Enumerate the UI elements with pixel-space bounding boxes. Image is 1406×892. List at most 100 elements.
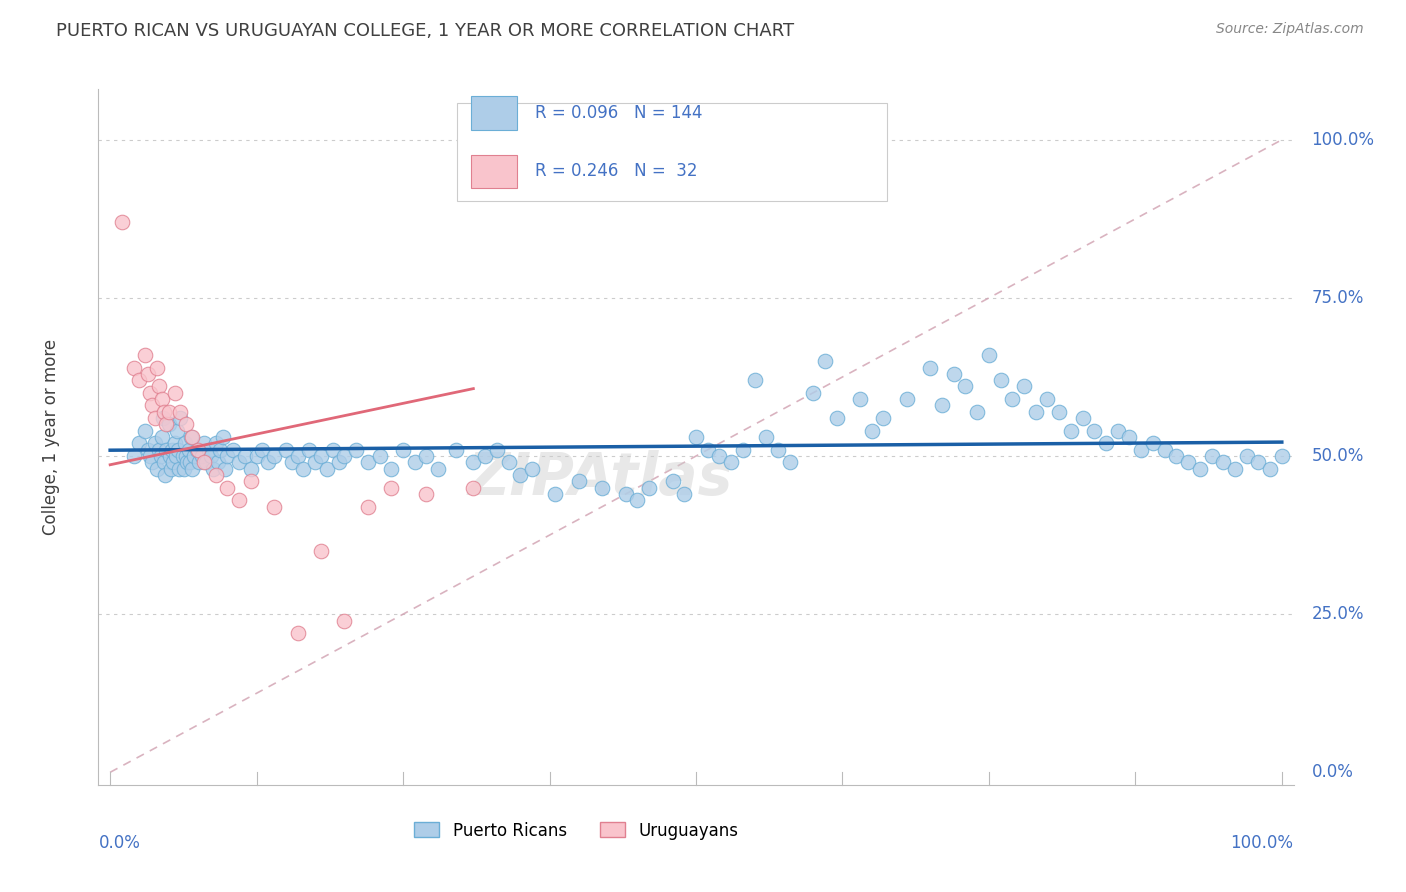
Point [222, 442, 245, 457]
Point [1271, 449, 1294, 463]
Point [292, 461, 315, 475]
Point [143, 411, 166, 425]
Point [174, 417, 197, 432]
Point [755, 430, 778, 444]
Point [1060, 424, 1083, 438]
Point [696, 442, 718, 457]
Point [190, 449, 212, 463]
Point [202, 461, 225, 475]
Point [166, 424, 188, 438]
Point [177, 442, 200, 457]
Point [825, 411, 848, 425]
Point [239, 475, 262, 489]
Point [1153, 442, 1175, 457]
Point [1258, 461, 1281, 475]
Point [246, 449, 269, 463]
Point [1177, 455, 1199, 469]
Text: R = 0.096   N = 144: R = 0.096 N = 144 [534, 103, 702, 122]
Point [150, 430, 173, 444]
Point [228, 493, 250, 508]
Point [1201, 449, 1223, 463]
Point [474, 449, 496, 463]
Point [1247, 455, 1270, 469]
Point [977, 348, 1000, 362]
Point [1071, 411, 1094, 425]
Point [155, 417, 177, 432]
Point [591, 481, 613, 495]
Point [920, 360, 942, 375]
Point [287, 449, 309, 463]
Point [1166, 449, 1188, 463]
Point [134, 424, 156, 438]
Point [801, 385, 824, 400]
Point [146, 461, 169, 475]
Point [1001, 392, 1024, 406]
Point [155, 442, 177, 457]
Point [128, 436, 150, 450]
Point [274, 442, 297, 457]
Point [520, 461, 543, 475]
Point [1107, 424, 1129, 438]
Point [509, 468, 531, 483]
Point [287, 626, 309, 640]
Point [211, 430, 233, 444]
Point [162, 455, 184, 469]
Point [139, 449, 162, 463]
Point [498, 455, 520, 469]
Point [638, 481, 661, 495]
Point [150, 392, 173, 406]
Point [134, 348, 156, 362]
Point [720, 455, 742, 469]
Point [1188, 461, 1211, 475]
Point [990, 373, 1012, 387]
Point [281, 455, 304, 469]
Point [1025, 405, 1047, 419]
Text: R = 0.246   N =  32: R = 0.246 N = 32 [534, 162, 697, 180]
Text: 25.0%: 25.0% [1312, 605, 1364, 624]
Point [744, 373, 766, 387]
Point [174, 449, 197, 463]
Point [139, 385, 162, 400]
Point [204, 436, 226, 450]
Point [860, 424, 883, 438]
Text: 100.0%: 100.0% [1230, 834, 1294, 852]
Point [1130, 442, 1153, 457]
Point [157, 405, 180, 419]
Point [173, 461, 195, 475]
Text: 0.0%: 0.0% [98, 834, 141, 852]
Point [309, 449, 332, 463]
Point [181, 461, 204, 475]
Point [955, 379, 977, 393]
Point [931, 399, 953, 413]
Point [357, 455, 380, 469]
Point [165, 449, 187, 463]
Text: 0.0%: 0.0% [1312, 764, 1354, 781]
Point [157, 417, 180, 432]
Point [155, 468, 177, 483]
Point [228, 455, 250, 469]
Point [298, 442, 321, 457]
Point [263, 449, 285, 463]
Point [344, 442, 367, 457]
Text: PUERTO RICAN VS URUGUAYAN COLLEGE, 1 YEAR OR MORE CORRELATION CHART: PUERTO RICAN VS URUGUAYAN COLLEGE, 1 YEA… [56, 22, 794, 40]
Point [544, 487, 567, 501]
Point [252, 442, 274, 457]
Point [193, 455, 215, 469]
Point [257, 455, 280, 469]
Point [731, 442, 754, 457]
Point [304, 455, 326, 469]
Point [1142, 436, 1164, 450]
Text: ZIPAtlas: ZIPAtlas [468, 450, 733, 508]
Point [169, 461, 191, 475]
Point [141, 399, 163, 413]
Point [380, 481, 402, 495]
Point [176, 455, 198, 469]
Point [779, 455, 801, 469]
Point [233, 449, 256, 463]
Point [333, 614, 356, 628]
Point [427, 461, 450, 475]
Point [136, 442, 159, 457]
Point [614, 487, 637, 501]
Point [122, 360, 145, 375]
Point [1036, 392, 1059, 406]
